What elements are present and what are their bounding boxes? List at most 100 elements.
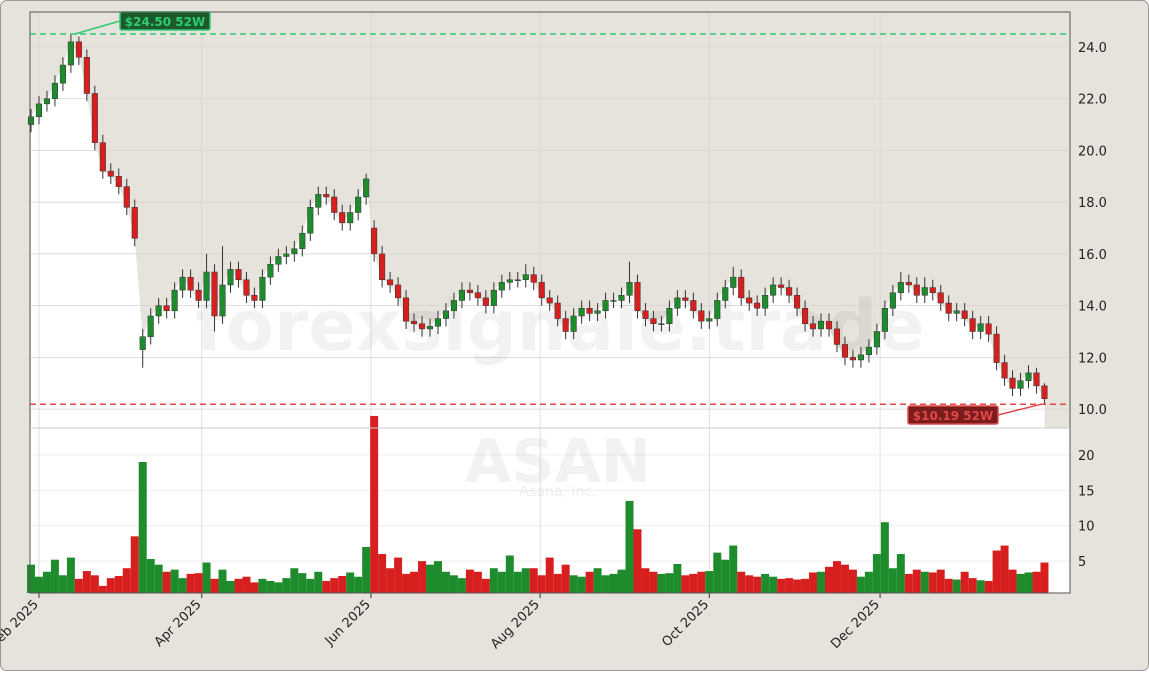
volume-bar <box>848 569 857 593</box>
candle-body <box>1025 372 1032 381</box>
volume-bar <box>242 576 251 593</box>
candle-body <box>1033 372 1040 387</box>
candle-body <box>809 323 817 330</box>
y-tick-label: 12.0 <box>1078 351 1107 366</box>
candle-body <box>498 282 505 291</box>
volume-bar <box>457 578 466 593</box>
volume-bar <box>433 561 442 593</box>
volume-bar <box>234 578 243 593</box>
volume-bar <box>737 571 746 593</box>
volume-bar <box>705 571 714 593</box>
volume-bar <box>920 571 929 593</box>
candle-body <box>634 282 641 312</box>
candle-body <box>59 64 66 84</box>
plot-border <box>29 11 1071 594</box>
candle-body <box>482 297 489 306</box>
volume-bar <box>162 571 171 593</box>
volume-bar <box>410 571 419 593</box>
volume-bar <box>777 578 786 593</box>
candle-body <box>27 116 35 125</box>
candle-body <box>985 323 992 335</box>
candle-body <box>131 207 138 239</box>
candle-body <box>778 284 785 288</box>
candle-body <box>506 279 513 283</box>
annotation-arrow <box>74 20 121 35</box>
volume-bar <box>817 571 826 593</box>
candle-body <box>714 300 721 319</box>
candle-body <box>51 82 58 99</box>
volume-bar <box>880 522 889 593</box>
candle-body <box>203 271 210 301</box>
volume-bar <box>856 576 865 593</box>
volume-bar <box>753 576 762 593</box>
candle-body <box>91 93 98 143</box>
candle-body <box>458 289 465 301</box>
volume-bar <box>1024 572 1033 593</box>
candle-body <box>698 310 705 322</box>
candle-body <box>738 276 745 299</box>
volume-bar <box>689 573 698 593</box>
volume-bar <box>577 576 586 593</box>
volume-bar <box>729 545 738 593</box>
volume-bar <box>34 576 43 593</box>
volume-bar <box>1016 573 1025 593</box>
volume-bar <box>984 580 993 593</box>
volume-bar <box>266 580 275 593</box>
candle-body <box>474 292 481 299</box>
candle-body <box>355 196 362 213</box>
volume-bar <box>936 569 945 593</box>
y-tick-label: 24.0 <box>1078 41 1107 56</box>
candle-body <box>833 328 841 345</box>
volume-bar <box>178 578 187 593</box>
volume-bar <box>793 579 802 593</box>
volume-bar <box>633 529 642 593</box>
volume-bar <box>82 571 91 593</box>
candle-body <box>1001 362 1008 379</box>
y-tick-label: 10 <box>1078 520 1095 535</box>
volume-bar <box>394 557 403 593</box>
company-watermark: Asana, Inc. <box>520 484 597 500</box>
candle-body <box>554 302 561 319</box>
symbol-watermark: ASAN <box>465 427 651 497</box>
volume-bar <box>681 575 690 593</box>
candle-body <box>43 98 51 105</box>
y-tick-label: 16.0 <box>1078 248 1107 263</box>
candle-body <box>682 297 689 301</box>
candle-body <box>666 307 673 324</box>
candle-body <box>418 323 426 330</box>
candle-body <box>67 41 74 66</box>
volume-bar <box>370 415 379 593</box>
candle-body <box>434 318 442 327</box>
volume-bar <box>354 576 363 593</box>
candle-body <box>690 300 697 312</box>
candle-body <box>267 263 274 278</box>
volume-bar <box>449 575 458 593</box>
volume-bar <box>106 578 115 593</box>
candle-body <box>921 287 928 296</box>
volume-bar <box>146 559 155 593</box>
candle-body <box>403 297 410 322</box>
volume-bar <box>66 557 75 593</box>
volume-bar <box>338 576 347 593</box>
candle-body <box>794 295 801 309</box>
volume-bar <box>912 569 921 593</box>
volume-bar <box>537 575 546 593</box>
volume-bar <box>697 571 706 593</box>
candle-body <box>522 274 529 281</box>
volume-bar <box>42 571 51 593</box>
volume-bar <box>721 559 730 593</box>
annotation-arrow <box>997 403 1042 416</box>
volume-bar <box>186 573 195 593</box>
volume-bar <box>378 554 387 593</box>
candle-body <box>802 307 809 324</box>
candle-body <box>881 307 888 332</box>
candle-body <box>83 57 90 94</box>
candle-body <box>953 310 960 314</box>
candle-body <box>825 320 833 330</box>
volume-bar <box>641 568 650 593</box>
volume-bar <box>832 561 841 593</box>
candle-body <box>466 289 473 293</box>
volume-bar <box>298 573 307 593</box>
candle-body <box>275 256 282 265</box>
